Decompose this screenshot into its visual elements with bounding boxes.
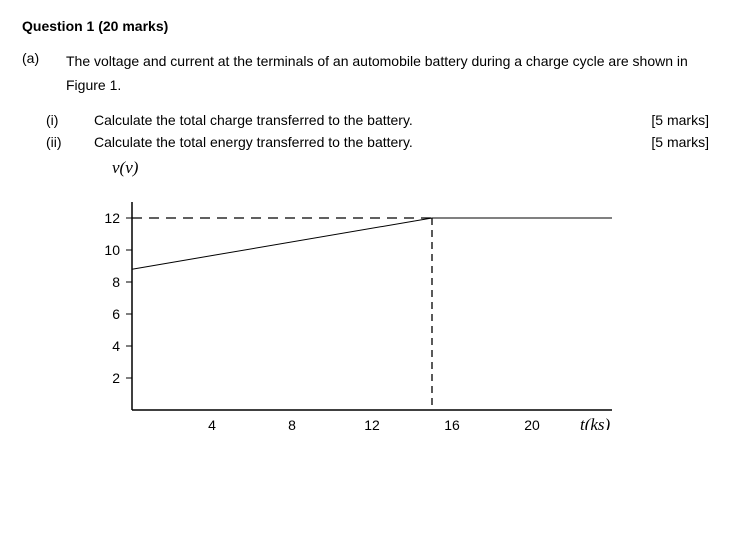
svg-text:20: 20	[524, 417, 540, 430]
subpart-roman: (ii)	[46, 134, 94, 150]
svg-text:4: 4	[208, 417, 216, 430]
chart: v(v) 2 4 6 8 10 12 4 8 12 16 20 t(ks)	[82, 158, 709, 430]
subpart-marks: [5 marks]	[619, 112, 709, 128]
subpart-text: Calculate the total energy transferred t…	[94, 134, 619, 150]
part-a-label: (a)	[22, 50, 66, 98]
chart-svg: 2 4 6 8 10 12 4 8 12 16 20 t(ks)	[82, 180, 622, 430]
subpart-row: (i) Calculate the total charge transferr…	[46, 112, 709, 128]
subpart-marks: [5 marks]	[619, 134, 709, 150]
svg-text:8: 8	[288, 417, 296, 430]
subpart-row: (ii) Calculate the total energy transfer…	[46, 134, 709, 150]
subparts: (i) Calculate the total charge transferr…	[46, 112, 709, 150]
svg-text:12: 12	[364, 417, 380, 430]
question-title: Question 1 (20 marks)	[22, 18, 709, 34]
svg-text:8: 8	[112, 274, 120, 290]
svg-text:12: 12	[104, 210, 120, 226]
y-axis-label: v(v)	[112, 158, 709, 178]
svg-text:10: 10	[104, 242, 120, 258]
subpart-roman: (i)	[46, 112, 94, 128]
svg-text:16: 16	[444, 417, 460, 430]
svg-text:t(ks): t(ks)	[580, 415, 611, 430]
part-a-text: The voltage and current at the terminals…	[66, 50, 709, 98]
svg-text:2: 2	[112, 370, 120, 386]
svg-text:6: 6	[112, 306, 120, 322]
svg-text:4: 4	[112, 338, 120, 354]
subpart-text: Calculate the total charge transferred t…	[94, 112, 619, 128]
part-a: (a) The voltage and current at the termi…	[22, 50, 709, 98]
